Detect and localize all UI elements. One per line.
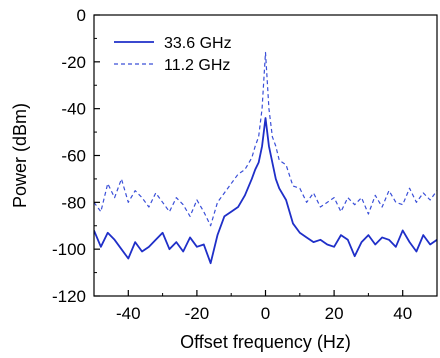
legend-label-0: 33.6 GHz [164, 35, 232, 52]
series-line-0 [94, 117, 437, 265]
x-tick-label-2: 0 [261, 304, 270, 323]
x-tick-label-3: 20 [325, 304, 344, 323]
x-tick-label-1: -20 [185, 304, 210, 323]
y-axis-label: Power (dBm) [10, 103, 30, 208]
x-tick-label-0: -40 [116, 304, 141, 323]
y-tick-label-1: -20 [61, 53, 86, 72]
y-tick-label-6: -120 [52, 287, 86, 306]
axes: -40 -20 0 20 40 0 -20 -40 -60 -80 -100 -120 Offset f… [10, 6, 438, 352]
y-tick-label-4: -80 [61, 193, 86, 212]
y-tick-label-5: -100 [52, 240, 86, 259]
y-tick-label-3: -60 [61, 147, 86, 166]
y-tick-label-0: 0 [77, 6, 86, 25]
legend-label-1: 11.2 GHz [164, 57, 230, 74]
legend: 33.6 GHz 11.2 GHz [114, 35, 232, 74]
plot-area [94, 51, 437, 265]
y-tick-label-2: -40 [61, 100, 86, 119]
x-tick-label-4: 40 [393, 304, 412, 323]
x-axis-label: Offset frequency (Hz) [180, 332, 351, 352]
series-line-1 [94, 51, 437, 227]
